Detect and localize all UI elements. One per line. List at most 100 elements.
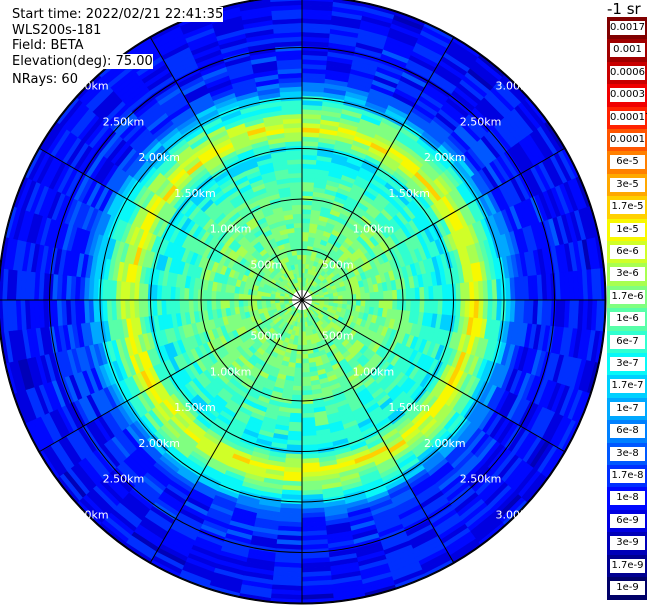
radar-cell: [387, 299, 394, 310]
radar-cell: [342, 294, 348, 301]
colorbar-label: 6e-6: [610, 245, 645, 259]
radar-cell: [233, 292, 240, 301]
radar-cell: [333, 295, 339, 301]
radar-cell: [296, 249, 303, 256]
radar-cell: [364, 299, 371, 308]
range-ring-label: 3.00km: [495, 508, 537, 521]
radar-cell: [301, 335, 307, 342]
radar-cell: [293, 376, 303, 383]
range-ring-label: 2.50km: [103, 473, 145, 486]
radar-cell: [293, 372, 303, 378]
range-ring-label: 2.50km: [460, 115, 502, 128]
radar-cell: [342, 299, 348, 306]
radar-cell: [378, 299, 385, 309]
radar-cell: [301, 217, 311, 224]
colorbar-label: 3e-9: [610, 536, 645, 551]
radar-cell: [238, 299, 244, 307]
start-time-label: Start time: 2022/02/21 22:41:35: [12, 7, 224, 22]
radar-cell: [301, 367, 310, 374]
colorbar-label: 3e-8: [610, 446, 645, 461]
radar-cell: [295, 358, 303, 364]
radar-cell: [295, 353, 303, 360]
colorbar-label: 0.0006: [610, 65, 645, 80]
range-ring-label: 2.00km: [424, 437, 466, 450]
radar-cell: [374, 299, 380, 309]
radar-cell: [295, 236, 303, 242]
radar-cell: [210, 299, 217, 310]
radar-cell: [215, 290, 221, 301]
radar-cell: [346, 294, 353, 301]
radar-cell: [238, 293, 244, 301]
radar-cell: [301, 236, 309, 242]
radar-cell: [392, 299, 398, 311]
radar-cell: [224, 299, 230, 309]
colorbar-label: 0.0001: [610, 133, 645, 147]
range-ring-label: 1.00km: [210, 223, 252, 236]
radar-cell: [360, 293, 366, 301]
range-ring-label: 2.00km: [138, 437, 180, 450]
colorbar-unit: -1 sr: [607, 0, 641, 18]
radar-cell: [224, 291, 230, 301]
range-ring-label: 1.00km: [353, 365, 395, 378]
radar-cell: [346, 299, 353, 306]
range-ring-label: 2.50km: [460, 473, 502, 486]
radar-cell: [228, 292, 235, 301]
radar-cell: [301, 340, 308, 346]
radar-cell: [206, 289, 212, 301]
radar-cell: [296, 254, 303, 260]
radar-cell: [296, 340, 303, 346]
range-ring-label: 2.00km: [138, 151, 180, 164]
range-ring-label: 1.50km: [174, 401, 216, 414]
colorbar-label: 1e-5: [610, 222, 645, 237]
range-ring-label: 500m: [322, 330, 354, 343]
range-ring-label: 3.00km: [67, 508, 109, 521]
radar-cell: [378, 291, 385, 301]
radar-cell: [301, 362, 310, 369]
radar-cell: [301, 208, 312, 215]
radar-cell: [292, 213, 303, 219]
radar-cell: [301, 240, 309, 247]
radar-cell: [383, 290, 389, 301]
radar-cell: [256, 294, 262, 301]
colorbar-label: 1.7e-6: [610, 289, 645, 304]
radar-cell: [256, 299, 262, 306]
radar-cell: [251, 299, 258, 306]
radar-cell: [301, 385, 312, 392]
radar-cell: [301, 381, 312, 387]
range-ring-label: 1.50km: [388, 187, 430, 200]
radar-cell: [301, 353, 309, 360]
colorbar-label: 3e-5: [610, 177, 645, 192]
radar-cell: [301, 331, 307, 337]
colorbar-label: 1.7e-7: [610, 379, 645, 394]
radar-cell: [383, 299, 389, 310]
field-label: Field: BETA: [12, 38, 84, 53]
radar-cell: [242, 299, 249, 307]
radar-cell: [233, 299, 240, 308]
radar-cell: [301, 372, 311, 378]
instrument-label: WLS200s-181: [12, 23, 102, 38]
radar-cell: [301, 376, 311, 383]
colorbar-label: 3e-7: [610, 357, 645, 371]
radar-cell: [301, 249, 308, 256]
colorbar-label: 1.7e-8: [610, 469, 645, 483]
radar-cell: [293, 222, 303, 228]
radar-cell: [242, 293, 249, 301]
radar-cell: [369, 299, 376, 308]
range-ring-label: 500m: [322, 258, 354, 271]
elevation-label: Elevation(deg): 75.00: [12, 54, 153, 69]
radar-cell: [360, 299, 366, 307]
colorbar-label: 0.0003: [610, 88, 645, 103]
radar-cell: [301, 231, 310, 238]
radar-cell: [291, 390, 303, 396]
radar-cell: [293, 217, 303, 224]
radar-cell: [294, 367, 303, 374]
radar-cell: [301, 344, 308, 351]
radar-cell: [219, 299, 226, 309]
range-ring-label: 500m: [250, 330, 282, 343]
radar-cell: [355, 299, 362, 307]
radar-cell: [294, 226, 303, 233]
colorbar-label: 0.0017: [610, 21, 645, 35]
radar-cell: [392, 289, 398, 301]
radar-cell: [210, 290, 217, 301]
colorbar-label: 6e-8: [610, 424, 645, 439]
